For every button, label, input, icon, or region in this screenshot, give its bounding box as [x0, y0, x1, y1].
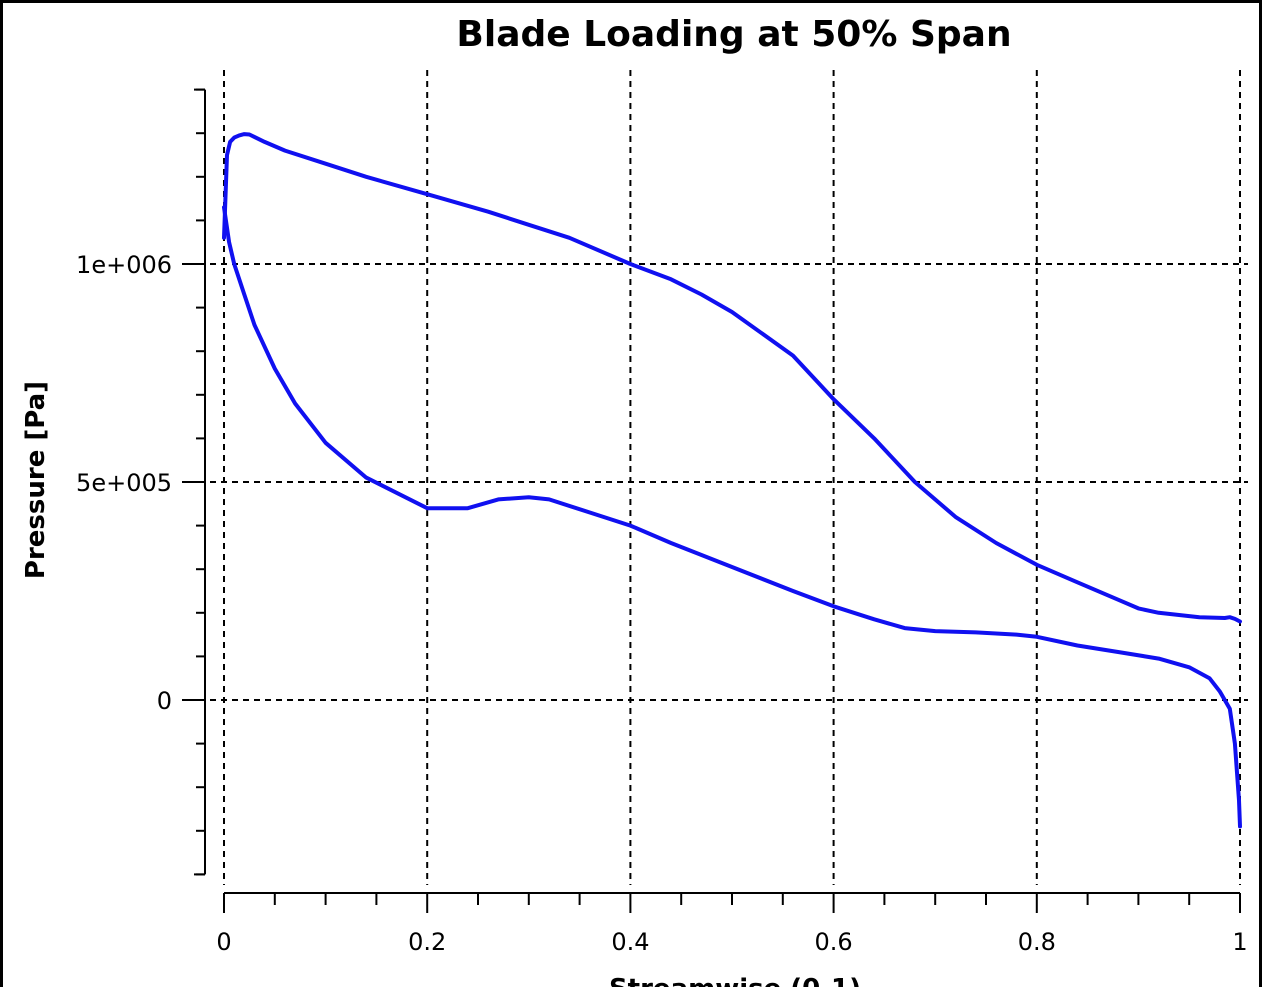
- series-line-0: [222, 132, 1242, 624]
- x-tick-label-1: 0.2: [408, 928, 446, 956]
- x-tick-label-0: 0: [216, 928, 231, 956]
- x-tick-label-4: 0.8: [1018, 928, 1056, 956]
- series-line-1: [222, 205, 1242, 829]
- x-tick-label-5: 1: [1232, 928, 1247, 956]
- y-tick-label-2: 1e+006: [76, 251, 172, 279]
- y-axis: 0 5e+005 1e+006: [76, 88, 206, 876]
- chart-title: Blade Loading at 50% Span: [456, 14, 1011, 55]
- series-group: [222, 132, 1242, 829]
- y-axis-label: Pressure [Pa]: [21, 381, 51, 579]
- y-tick-label-1: 5e+005: [76, 469, 172, 497]
- y-tick-label-0: 0: [157, 687, 172, 715]
- x-axis-label: Streamwise (0-1): [609, 974, 861, 987]
- x-axis: 0 0.2 0.4 0.6 0.8 1: [216, 892, 1248, 956]
- x-tick-label-3: 0.6: [815, 928, 853, 956]
- x-tick-label-2: 0.4: [611, 928, 649, 956]
